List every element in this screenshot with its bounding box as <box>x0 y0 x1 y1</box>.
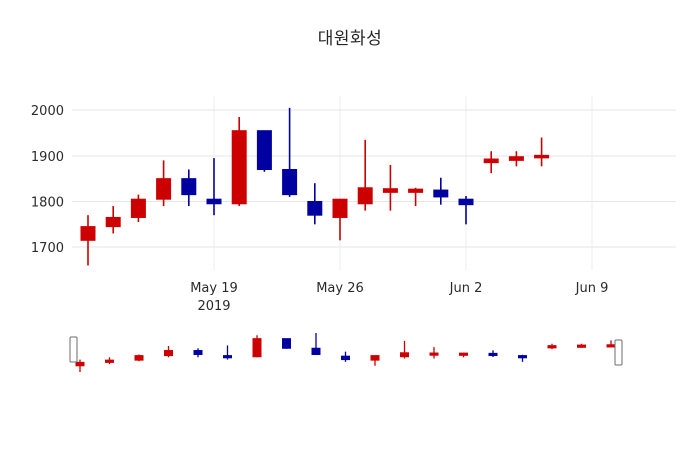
navigator-candlestick[interactable] <box>282 338 291 349</box>
navigator-candlestick[interactable] <box>164 346 173 358</box>
candle-body <box>80 226 96 241</box>
y-axis-tick-label: 1900 <box>31 150 64 165</box>
candle-body <box>483 158 499 164</box>
x-axis-tick-label: May 19 <box>190 281 238 296</box>
navigator-candle-body <box>341 355 350 361</box>
x-axis-tick-labels: May 19 2019 May 26 Jun 2 Jun 9 <box>190 281 608 314</box>
candlestick[interactable] <box>80 215 96 266</box>
navigator-candlestick[interactable] <box>547 343 557 350</box>
navigator-candlestick[interactable] <box>341 351 350 362</box>
candle-body <box>408 188 424 193</box>
navigator-candlestick[interactable] <box>518 354 527 362</box>
navigator-candlestick[interactable] <box>105 357 114 365</box>
candle-body <box>181 178 197 196</box>
candle-body <box>458 198 474 206</box>
candlestick[interactable] <box>508 151 524 167</box>
navigator-candle-body <box>164 350 173 357</box>
navigator-candle-body <box>459 352 468 356</box>
candle-body <box>130 198 146 218</box>
navigator-candle-body <box>223 355 232 359</box>
navigator-candlestick[interactable] <box>459 352 468 358</box>
navigator-candlestick[interactable] <box>400 340 409 359</box>
y-axis-tick-label: 1800 <box>31 195 64 210</box>
navigator-candle-body <box>75 361 85 367</box>
candlestick[interactable] <box>181 169 197 207</box>
y-axis-tick-label: 1700 <box>31 241 64 256</box>
navigator-handles[interactable] <box>69 336 623 366</box>
candle-body <box>206 198 222 205</box>
navigator-candle-body <box>311 347 321 355</box>
navigator-candlestick[interactable] <box>370 355 380 366</box>
x-axis-year-label: 2019 <box>197 299 230 314</box>
candlestick-series[interactable] <box>80 107 550 266</box>
navigator-candlestick[interactable] <box>134 354 144 362</box>
candlestick[interactable] <box>130 194 146 223</box>
candle-body <box>508 156 524 161</box>
vertical-gridlines <box>213 96 593 270</box>
candlestick[interactable] <box>433 177 449 205</box>
candlestick[interactable] <box>458 196 474 225</box>
candlestick[interactable] <box>382 164 398 211</box>
navigator-candle-body <box>547 345 557 349</box>
candlestick[interactable] <box>231 116 247 207</box>
candlestick[interactable] <box>105 206 121 234</box>
navigator-candlestick[interactable] <box>223 345 232 360</box>
candlestick[interactable] <box>332 198 348 241</box>
navigator-candlestick[interactable] <box>577 343 586 348</box>
candlestick[interactable] <box>256 130 272 172</box>
navigator-candle-body <box>606 344 616 348</box>
navigator-candlestick[interactable] <box>429 347 439 359</box>
candle-body <box>357 187 373 205</box>
page-title: 대원화성 <box>317 29 383 49</box>
x-axis-tick-label: May 26 <box>316 281 364 296</box>
candle-body <box>534 154 550 159</box>
range-end-handle[interactable] <box>614 339 623 366</box>
navigator-candlestick[interactable] <box>488 350 498 357</box>
candle-body <box>156 178 172 200</box>
navigator-candle-body <box>105 359 114 363</box>
candlestick[interactable] <box>307 183 323 225</box>
navigator-candle-body <box>370 355 380 361</box>
candle-body <box>256 130 272 171</box>
navigator-candle-body <box>252 338 262 358</box>
navigator-candle-body <box>488 352 498 357</box>
candle-body <box>231 130 247 205</box>
navigator-candle-body <box>193 350 203 355</box>
navigator-candlestick[interactable] <box>252 335 262 358</box>
candle-body <box>307 200 323 216</box>
candlestick[interactable] <box>483 151 499 174</box>
navigator-candle-body <box>518 355 527 359</box>
x-axis-tick-label: Jun 9 <box>575 281 609 296</box>
navigator-candle-body <box>282 338 291 349</box>
horizontal-gridlines <box>72 109 676 248</box>
candle-body <box>382 188 398 193</box>
navigator-candle-body <box>134 355 144 361</box>
x-axis-tick-label: Jun 2 <box>449 281 483 296</box>
navigator-candlestick[interactable] <box>311 333 321 356</box>
navigator-candlestick[interactable] <box>75 359 85 372</box>
candle-body <box>105 216 121 228</box>
candlestick[interactable] <box>156 160 172 207</box>
candle-body <box>332 198 348 218</box>
range-start-handle[interactable] <box>69 336 78 363</box>
y-axis-tick-labels: 1700 1800 1900 2000 <box>31 104 64 256</box>
navigator-candle-body <box>429 352 439 356</box>
navigator-candle-body <box>577 344 586 348</box>
candlestick[interactable] <box>357 139 373 211</box>
navigator-candlestick[interactable] <box>193 348 203 358</box>
y-axis-tick-label: 2000 <box>31 104 64 119</box>
candlestick[interactable] <box>282 107 298 197</box>
candle-body <box>433 189 449 198</box>
candlestick[interactable] <box>534 137 550 167</box>
candlestick[interactable] <box>408 187 424 207</box>
navigator-candlestick-series[interactable] <box>75 333 616 372</box>
navigator-candlestick[interactable] <box>606 340 616 348</box>
candlestick[interactable] <box>206 158 222 216</box>
candle-body <box>282 169 298 196</box>
navigator-candle-body <box>400 352 409 358</box>
